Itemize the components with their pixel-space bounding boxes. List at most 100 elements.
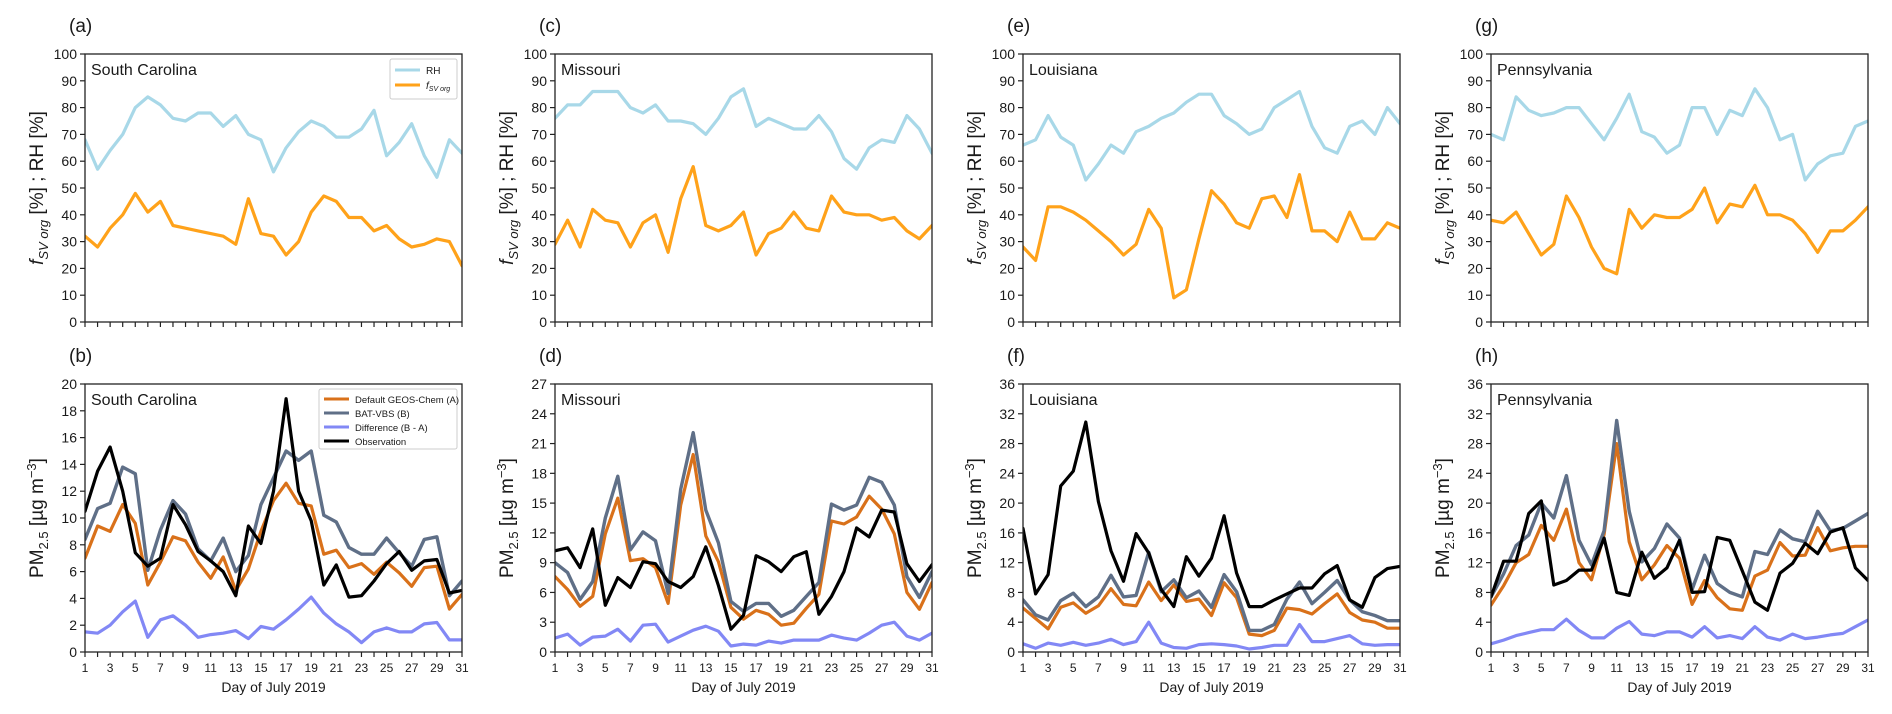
x-tick-label: 23 (825, 661, 839, 675)
x-tick-label: 31 (1861, 661, 1875, 675)
x-tick-label: 3 (107, 661, 114, 675)
x-tick-label: 5 (132, 661, 139, 675)
y-tick-label: 50 (999, 180, 1015, 196)
series-line-diff (1023, 620, 1400, 651)
series-line-RH (85, 95, 462, 179)
y-tick-label: 50 (531, 180, 547, 196)
x-axis-label: Day of July 2019 (1159, 679, 1263, 695)
site-label: Louisiana (1029, 62, 1098, 79)
x-tick-label: 25 (380, 661, 394, 675)
y-tick-label: 90 (531, 73, 547, 89)
y-axis-label: fSV org [%] ; RH [%] (497, 111, 521, 265)
y-tick-label: 0 (539, 314, 547, 330)
y-tick-label: 60 (61, 153, 77, 169)
x-tick-label: 11 (204, 661, 217, 675)
y-tick-label: 36 (1467, 376, 1483, 392)
x-tick-label: 17 (279, 661, 293, 675)
x-tick-label: 15 (1660, 661, 1674, 675)
legend-label: Difference (B - A) (355, 423, 428, 434)
y-tick-label: 80 (1467, 100, 1483, 116)
y-tick-label: 27 (531, 376, 547, 392)
series-line-obs (1491, 499, 1868, 612)
y-tick-label: 3 (539, 614, 547, 630)
legend-label: Observation (355, 437, 406, 448)
x-tick-label: 17 (1217, 661, 1231, 675)
y-tick-label: 70 (61, 126, 77, 142)
series-group (85, 95, 462, 268)
site-label: Missouri (561, 62, 621, 79)
y-tick-label: 10 (1467, 287, 1483, 303)
plot-frame (1490, 383, 1869, 653)
y-tick-label: 0 (539, 644, 547, 660)
x-tick-label: 29 (1836, 661, 1850, 675)
x-tick-label: 1 (1488, 661, 1495, 675)
y-tick-label: 80 (999, 100, 1015, 116)
series-line-fSVorg (1491, 183, 1868, 276)
y-tick-label: 10 (61, 510, 77, 526)
series-line-default (85, 481, 462, 611)
x-tick-label: 17 (749, 661, 763, 675)
y-tick-label: 60 (1467, 153, 1483, 169)
panel-label: (e) (1007, 16, 1030, 37)
x-tick-label: 15 (724, 661, 738, 675)
series-line-obs (555, 508, 932, 631)
y-axis-label: fSV org [%] ; RH [%] (965, 111, 989, 265)
y-tick-label: 20 (1467, 495, 1483, 511)
x-tick-label: 1 (1020, 661, 1027, 675)
y-tick-label: 90 (999, 73, 1015, 89)
y-tick-label: 60 (531, 153, 547, 169)
y-tick-label: 50 (1467, 180, 1483, 196)
legend: Default GEOS-Chem (A) BAT-VBS (B) Differen… (318, 388, 459, 450)
y-tick-label: 10 (531, 287, 547, 303)
y-tick-label: 100 (524, 46, 548, 62)
legend-box (389, 58, 458, 100)
x-tick-label: 29 (1368, 661, 1382, 675)
panel-g: (g) 0 10 20 30 40 50 60 70 80 90 100 Pennsylvania fSV… (1433, 16, 1869, 330)
x-tick-label: 29 (430, 661, 444, 675)
y-tick-label: 0 (69, 644, 77, 660)
x-tick-label: 27 (405, 661, 419, 675)
y-tick-label: 70 (1467, 126, 1483, 142)
x-tick-label: 5 (1538, 661, 1545, 675)
y-tick-label: 100 (1460, 46, 1484, 62)
x-tick-label: 7 (1563, 661, 1570, 675)
panel-label: (h) (1475, 346, 1498, 367)
x-tick-label: 23 (1761, 661, 1775, 675)
x-tick-label: 21 (1736, 661, 1750, 675)
x-tick-label: 15 (254, 661, 268, 675)
y-tick-label: 12 (61, 483, 77, 499)
series-group (1023, 89, 1400, 300)
y-tick-label: 90 (1467, 73, 1483, 89)
series-line-diff (1491, 617, 1868, 646)
series-line-RH (1023, 89, 1400, 182)
x-tick-label: 7 (627, 661, 634, 675)
y-tick-label: 28 (1467, 436, 1483, 452)
y-tick-label: 28 (999, 436, 1015, 452)
series-line-batvbs (1023, 550, 1400, 633)
y-tick-label: 18 (531, 465, 547, 481)
y-tick-label: 70 (999, 126, 1015, 142)
x-tick-label: 3 (1513, 661, 1520, 675)
x-tick-label: 21 (1268, 661, 1282, 675)
x-tick-label: 21 (330, 661, 344, 675)
x-tick-label: 9 (182, 661, 189, 675)
x-tick-label: 23 (355, 661, 369, 675)
x-tick-label: 27 (1343, 661, 1357, 675)
plot-frame (1490, 53, 1869, 323)
y-tick-label: 30 (61, 234, 77, 250)
y-tick-label: 80 (531, 100, 547, 116)
y-tick-label: 6 (539, 584, 547, 600)
y-tick-label: 8 (1007, 584, 1015, 600)
y-tick-label: 40 (531, 207, 547, 223)
x-tick-label: 9 (1588, 661, 1595, 675)
x-tick-label: 13 (1167, 661, 1181, 675)
y-tick-label: 24 (999, 465, 1015, 481)
series-line-default (1491, 442, 1868, 612)
y-tick-label: 0 (69, 314, 77, 330)
y-tick-label: 16 (61, 430, 77, 446)
